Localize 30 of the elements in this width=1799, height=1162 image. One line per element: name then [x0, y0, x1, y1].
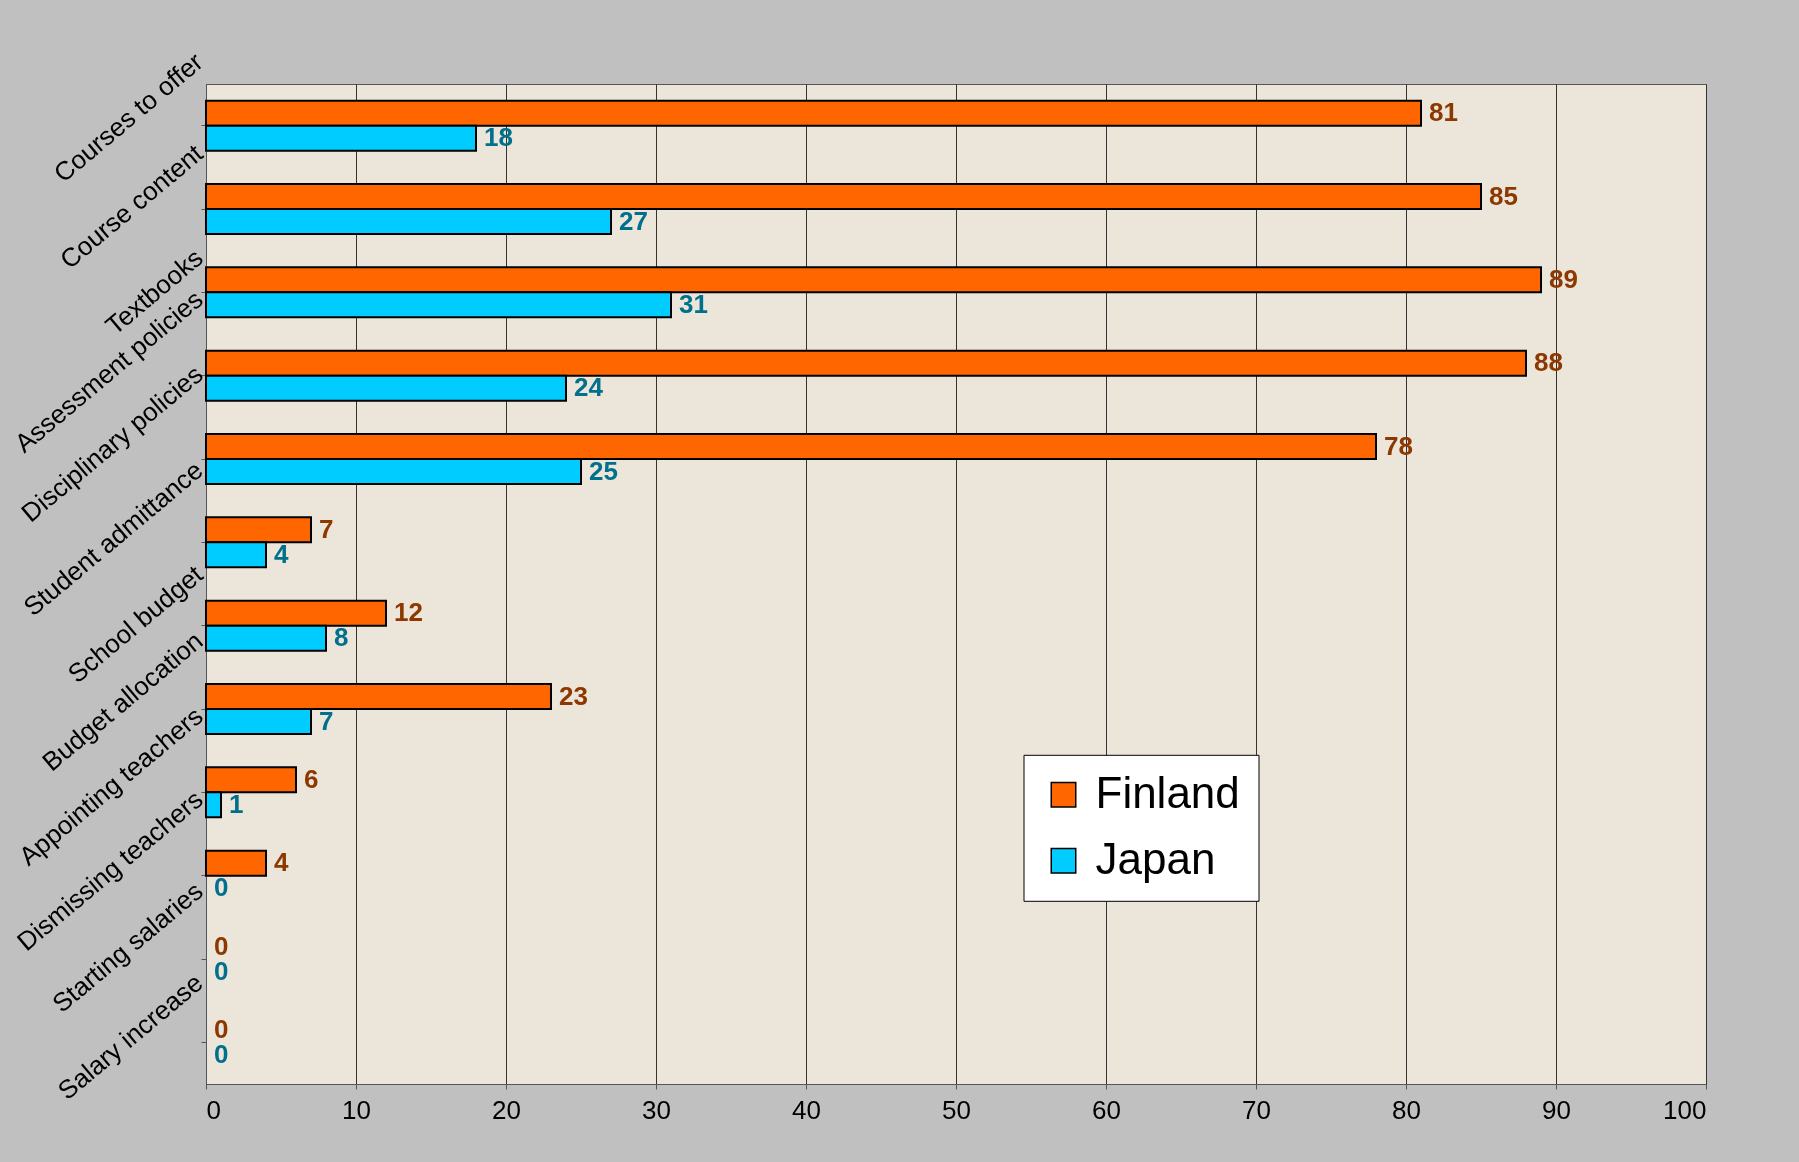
x-tick-label: 20	[492, 1094, 521, 1125]
data-label: 7	[319, 513, 334, 544]
data-label: 0	[214, 872, 229, 903]
legend-label: Japan	[1095, 833, 1216, 883]
x-tick-label: 40	[792, 1094, 821, 1125]
data-label: 7	[319, 705, 334, 736]
data-label: 31	[679, 288, 708, 319]
x-tick-label: 70	[1242, 1094, 1271, 1125]
x-tick-label: 60	[1092, 1094, 1121, 1125]
data-label: 23	[559, 680, 588, 711]
x-tick-label: 0	[206, 1094, 221, 1125]
data-label: 12	[394, 597, 423, 628]
x-tick-label: 100	[1663, 1094, 1707, 1125]
data-label: 85	[1489, 180, 1518, 211]
data-label: 4	[274, 847, 289, 878]
bar	[205, 849, 267, 877]
x-tick-label: 80	[1392, 1094, 1421, 1125]
data-label: 1	[229, 788, 244, 819]
data-label: 24	[574, 372, 604, 403]
legend-label: Finland	[1095, 767, 1240, 817]
x-tick-label: 90	[1542, 1094, 1571, 1125]
x-tick-label: 50	[942, 1094, 971, 1125]
data-label: 27	[619, 205, 648, 236]
data-label: 25	[589, 455, 618, 486]
x-tick-label: 10	[342, 1094, 371, 1125]
x-tick-label: 30	[642, 1094, 671, 1125]
data-label: 6	[304, 763, 319, 794]
data-label: 8	[334, 622, 349, 653]
data-label: 4	[274, 538, 289, 569]
data-label: 81	[1429, 97, 1458, 128]
